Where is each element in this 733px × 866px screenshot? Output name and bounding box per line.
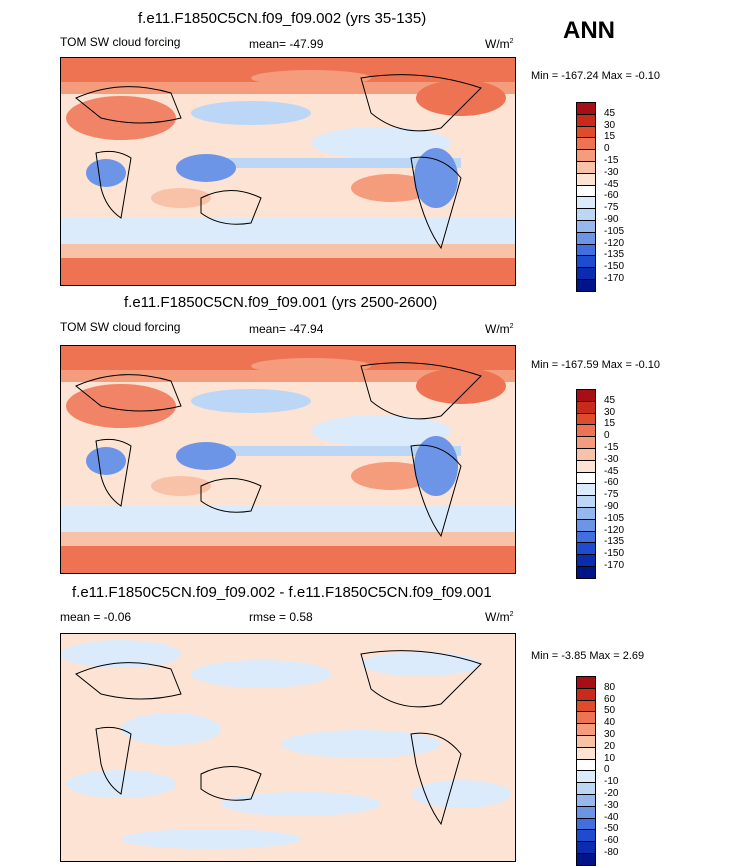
panel3-map [60,633,516,862]
panel1-title: f.e11.F1850C5CN.f09_f09.002 (yrs 35-135) [138,10,427,27]
panel1-colorbar-tick-label: -75 [604,202,619,214]
panel2-colorbar-tick-label: -45 [604,465,619,477]
panel3-mean-label: mean = -0.06 [60,610,132,624]
panel3-colorbar-tick-label: 30 [604,729,616,740]
panel3-colorbar-tick-label: 40 [604,717,616,729]
panel1-colorbar-tick-label: -15 [604,155,619,166]
panel3-colorbar-box [576,853,596,866]
panel2-colorbar-box [576,566,596,579]
panel1-colorbar-tick-label: 45 [604,107,616,119]
panel3-contour-field [61,634,515,861]
panel1-colorbar-tick-label: -170 [604,273,625,284]
panel2-colorbar-tick-label: 45 [604,394,616,406]
panel2-mean-label: mean= -47.94 [249,322,324,336]
panel1-colorbar-tick-label: -105 [604,225,625,237]
panel1-colorbar-tick-label: 0 [604,143,610,155]
panel2-colorbar-tick-label: -120 [604,524,625,536]
panel2-colorbar-tick-label: 15 [604,418,616,430]
panel1-variable-label: TOM SW cloud forcing [60,35,181,49]
panel2-colorbar-tick-label: -75 [604,489,619,501]
panel3-title: f.e11.F1850C5CN.f09_f09.002 - f.e11.F185… [72,584,492,601]
panel3-colorbar-tick-label: -50 [604,823,619,835]
panel3-colorbar-tick-label: 10 [604,752,616,764]
panel1-colorbar-tick-label: -150 [604,261,625,273]
panel2-colorbar-tick-label: -170 [604,560,625,571]
panel3-rmse-label: rmse = 0.58 [249,610,313,624]
panel1-colorbar-tick-label: -120 [604,237,625,249]
panel3-colorbar-tick-label: -80 [604,847,619,858]
panel1-colorbar-box [576,279,596,292]
panel1-colorbar-tick-label: -90 [604,214,619,225]
panel2-contour-field [61,346,515,573]
panel2-title: f.e11.F1850C5CN.f09_f09.001 (yrs 2500-26… [124,294,438,311]
panel3-colorbar-tick-label: -40 [604,811,619,823]
panel2-colorbar-tick-label: -105 [604,512,625,524]
panel3-units: W/m2 [485,610,514,624]
panel1-contour-field [61,58,515,285]
panel3-minmax: Min = -3.85 Max = 2.69 [531,650,645,662]
panel1-colorbar-tick-label: -30 [604,166,619,178]
panel3-colorbar-tick-label: 60 [604,693,616,705]
panel2-colorbar-tick-label: -150 [604,548,625,560]
panel1-colorbar-tick-label: -45 [604,178,619,190]
panel2-map [60,345,516,574]
panel2-variable-label: TOM SW cloud forcing [60,320,181,334]
panel1-colorbar-tick-label: 30 [604,119,616,131]
panel1-map [60,57,516,286]
panel1-colorbar-tick-label: -60 [604,190,619,202]
panel2-units: W/m2 [485,322,514,336]
panel1-colorbar-tick-label: 15 [604,131,616,143]
panel2-colorbar-tick-label: -135 [604,536,625,548]
panel1-units: W/m2 [485,37,514,51]
panel2-colorbar-tick-label: -15 [604,442,619,453]
panel1-colorbar-tick-label: -135 [604,249,625,261]
panel3-colorbar-tick-label: 20 [604,740,616,752]
panel1-minmax: Min = -167.24 Max = -0.10 [531,70,661,82]
panel2-colorbar-tick-label: 30 [604,406,616,418]
panel3-colorbar-tick-label: 50 [604,705,616,717]
season-label: ANN [563,17,615,44]
panel1-mean-label: mean= -47.99 [249,37,324,51]
panel3-colorbar-tick-label: -60 [604,835,619,847]
panel2-colorbar-tick-label: 0 [604,430,610,442]
panel2-minmax: Min = -167.59 Max = -0.10 [531,359,661,371]
panel3-colorbar-tick-label: 0 [604,764,610,776]
panel2-colorbar-tick-label: -60 [604,477,619,489]
panel3-colorbar-tick-label: -10 [604,776,619,788]
panel2-colorbar-tick-label: -90 [604,501,619,512]
panel3-colorbar-tick-label: -20 [604,788,619,799]
panel2-colorbar-tick-label: -30 [604,453,619,465]
panel3-colorbar-tick-label: -30 [604,799,619,811]
panel3-colorbar-tick-label: 80 [604,681,616,693]
